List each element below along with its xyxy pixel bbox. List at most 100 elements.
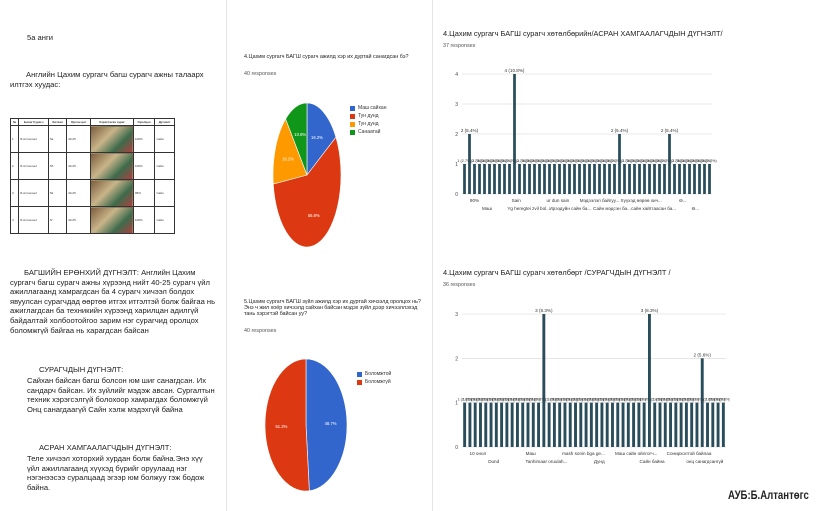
bar-value-label: 1 (2.7%) [602, 159, 617, 163]
table-cell: 100% [132, 206, 156, 234]
bar [574, 402, 577, 447]
bar-value-label: 1 (2.8%) [632, 398, 647, 402]
bar-value-label: 1 (2.7%) [532, 159, 547, 163]
chart2-responses: 36 responses [443, 282, 476, 288]
table-row: 2 Б.Алтантөгс 5б 40-25 100% Сайн [9, 152, 175, 180]
bar [605, 402, 609, 447]
legend-item: Боломжгүй [357, 378, 391, 386]
pie-value-label: 51.3% [275, 424, 287, 429]
bar [706, 402, 709, 447]
bar [468, 134, 471, 194]
table-photo [89, 179, 134, 207]
y-tick-label: 1 [455, 162, 458, 168]
bar-value-label: 1 (2.7%) [497, 159, 512, 163]
x-tick-label: Маш сайн ойлгогч... [615, 450, 657, 456]
bar [647, 314, 651, 447]
bar [533, 164, 536, 194]
bar-value-label: 1 (2.8%) [663, 398, 678, 402]
bar [648, 164, 651, 194]
bar [538, 164, 541, 194]
table-cell: 40-25 [66, 206, 91, 234]
legend-swatch [357, 371, 362, 377]
table-header-row: № Багш/ Сурагч Хичээл Орсон цаг Хэрэглэс… [9, 118, 175, 126]
bar-value-label: 1 (2.8%) [505, 398, 520, 402]
bar [542, 314, 546, 447]
bar-value-label: 1 (2.7%) [492, 159, 507, 163]
bar-value-label: 1 (2.7%) [547, 159, 562, 163]
bar-value-label: 1 (2.8%) [658, 398, 673, 402]
bar [690, 402, 694, 447]
table-cell: 40-25 [66, 179, 91, 207]
bar-value-label: 1 (2.8%) [479, 398, 494, 402]
bar-value-label: 1 (2.7%) [502, 159, 517, 163]
bar [693, 164, 696, 194]
bar-value-label: 1 (2.7%) [692, 159, 707, 163]
x-tick-label: сайн хайтгаасан ба... [631, 205, 676, 211]
pie-slice [264, 358, 310, 492]
y-tick-label: 3 [455, 312, 458, 318]
bar [679, 402, 683, 447]
bar-value-label: 1 (2.7%) [562, 159, 577, 163]
bar [653, 164, 656, 194]
bar [463, 164, 466, 194]
bar-value-label: 1 (2.7%) [682, 159, 697, 163]
bar [521, 402, 525, 447]
bar [515, 402, 519, 447]
bar-value-label: 1 (2.8%) [653, 398, 668, 402]
legend-swatch [350, 129, 355, 135]
bar-value-label: 3 (8.3%) [535, 308, 553, 313]
bar-value-label: 1 (2.8%) [605, 398, 620, 402]
bar-value-label: 1 (2.8%) [521, 398, 536, 402]
table-photo [89, 152, 134, 180]
bar [611, 402, 614, 447]
bar [643, 164, 646, 194]
table-cell: 40-25 [66, 125, 91, 153]
bar-value-label: 1 (2.7%) [652, 159, 667, 163]
bar [621, 402, 625, 447]
bar [553, 164, 556, 194]
bar [547, 402, 551, 447]
bar-value-label: 1 (2.7%) [542, 159, 557, 163]
bar-value-label: 1 (2.7%) [697, 159, 712, 163]
student-conclusion-title: СУРАГЧДЫН ДҮГНЭЛТ: [39, 365, 124, 374]
bar-value-label: 1 (2.8%) [685, 398, 700, 402]
bar [628, 164, 631, 194]
bar [563, 164, 566, 194]
table-cell: Сайн [154, 179, 175, 207]
bar-value-label: 1 (2.7%) [512, 159, 527, 163]
bar [721, 402, 725, 447]
bar-value-label: 1 (2.7%) [622, 159, 637, 163]
pie-slice [272, 118, 308, 185]
table-cell: 5г [48, 206, 68, 234]
bar [528, 164, 531, 194]
bar-value-label: 2 (5.4%) [461, 128, 479, 133]
x-tick-label: Tanhimaar oruulah... [526, 459, 568, 464]
legend-item: Санаатай [350, 128, 386, 136]
student-conclusion: Сайхан байсан багш болсон юм шиг санагдс… [27, 376, 215, 414]
bar [638, 164, 641, 194]
bar [489, 402, 493, 447]
bar [563, 402, 567, 447]
y-tick-label: 3 [455, 102, 458, 108]
x-tick-label: Маш [482, 206, 492, 211]
parent-conclusion: Теле хичээл хоторхий хурдан болж байна.Э… [27, 454, 205, 492]
bar-value-label: 1 (2.8%) [516, 398, 531, 402]
pie-chart-2: 48.7% 51.3% [264, 358, 348, 492]
bar [584, 402, 588, 447]
bar-value-label: 1 (2.8%) [489, 398, 504, 402]
bar-value-label: 1 (2.7%) [517, 159, 532, 163]
bar [589, 402, 593, 447]
bar-value-label: 1 (2.8%) [568, 398, 583, 402]
bar-value-label: 1 (2.8%) [600, 398, 615, 402]
table-cell: 5б [48, 152, 68, 180]
bar-value-label: 1 (2.8%) [558, 398, 573, 402]
bar-value-label: 1 (2.7%) [557, 159, 572, 163]
bar [478, 164, 481, 194]
bar [473, 164, 476, 194]
bar [600, 402, 604, 447]
bar [658, 402, 662, 447]
bar-value-label: 4 (10.8%) [505, 68, 525, 73]
bar [508, 164, 511, 194]
x-tick-label: Ө... [692, 206, 699, 211]
